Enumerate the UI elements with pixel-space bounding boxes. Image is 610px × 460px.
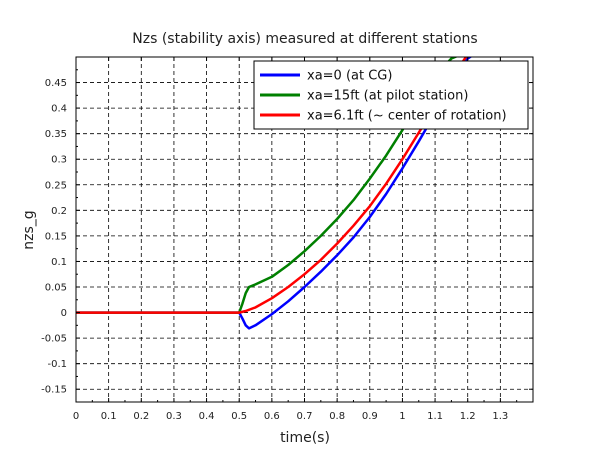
chart-title: Nzs (stability axis) measured at differe…: [132, 31, 477, 47]
legend: xa=0 (at CG) xa=15ft (at pilot station) xa…: [253, 60, 529, 130]
x-tick-label: 1.1: [427, 411, 443, 422]
x-tick-label: 0.3: [166, 411, 182, 422]
y-tick-label: -0.1: [47, 359, 67, 370]
x-tick-label: 1.3: [492, 411, 508, 422]
legend-label-1: xa=15ft (at pilot station): [307, 89, 468, 104]
ticks-layer: 0 0.1 0.2 0.3 0.4 0.5 0.6 0.7 0.8 0.9 1 1.1 1.2 1.3 -0…: [41, 57, 533, 422]
y-tick-label: 0.45: [45, 78, 67, 89]
x-tick-label: 0.1: [101, 411, 117, 422]
y-tick-label: -0.15: [41, 385, 67, 396]
y-axis-label: nzs_g: [21, 210, 37, 249]
y-tick-label: 0.35: [45, 129, 67, 140]
x-tick-label: 0.8: [329, 411, 345, 422]
y-tick-label: 0.15: [45, 231, 67, 242]
y-tick-label: 0: [61, 308, 67, 319]
x-tick-label: 0.4: [199, 411, 215, 422]
y-tick-label: 0.3: [51, 155, 67, 166]
x-tick-label: 0.6: [264, 411, 280, 422]
x-tick-label: 1.2: [460, 411, 476, 422]
x-tick-label: 0: [73, 411, 79, 422]
x-tick-label: 0.7: [297, 411, 313, 422]
x-tick-label: 1: [399, 411, 405, 422]
x-tick-label: 0.5: [231, 411, 247, 422]
y-tick-label: 0.1: [51, 257, 67, 268]
x-tick-label: 0.9: [362, 411, 378, 422]
y-tick-label: 0.05: [45, 283, 67, 294]
x-tick-label: 0.2: [133, 411, 149, 422]
x-axis-label: time(s): [280, 430, 330, 446]
y-tick-label: -0.05: [41, 334, 67, 345]
legend-label-2: xa=6.1ft (~ center of rotation): [307, 109, 507, 124]
y-tick-label: 0.2: [51, 206, 67, 217]
legend-label-0: xa=0 (at CG): [307, 69, 392, 84]
y-tick-label: 0.25: [45, 180, 67, 191]
y-tick-label: 0.4: [51, 104, 67, 115]
